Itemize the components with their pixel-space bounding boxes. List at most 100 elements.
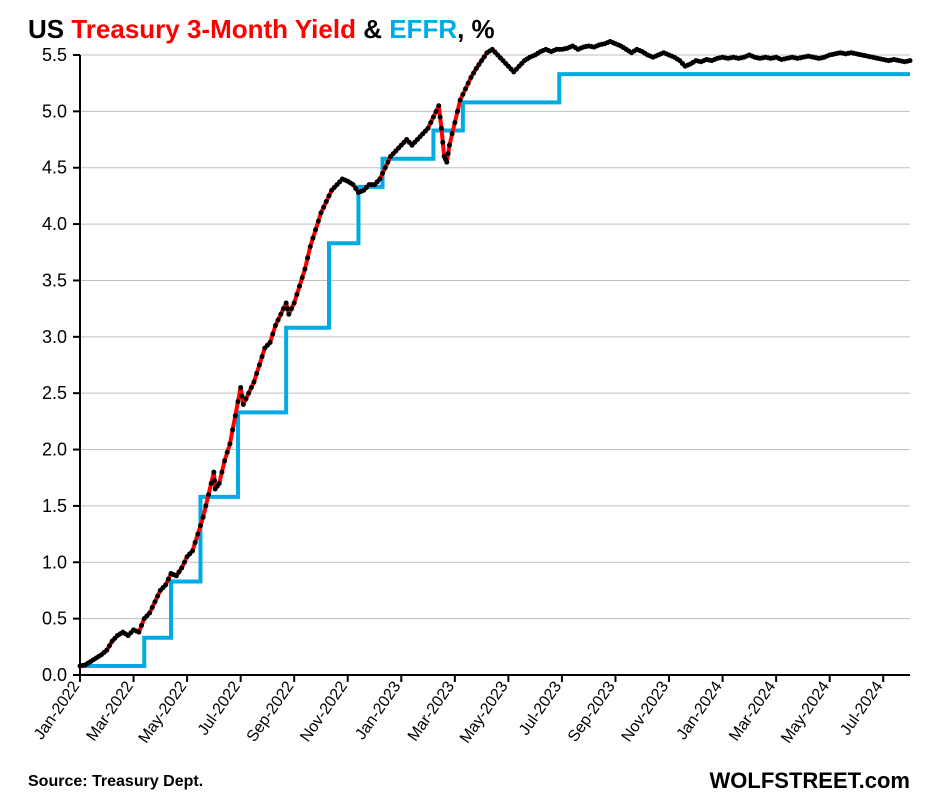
data-marker <box>294 292 299 297</box>
data-marker <box>179 565 184 570</box>
data-marker <box>385 160 390 165</box>
data-marker <box>289 306 294 311</box>
data-marker <box>446 151 451 156</box>
data-marker <box>182 560 187 565</box>
data-marker <box>310 236 315 241</box>
data-marker <box>313 227 318 232</box>
y-tick-label: 1.0 <box>42 552 67 572</box>
data-marker <box>908 58 913 63</box>
data-marker <box>324 199 329 204</box>
data-marker <box>455 109 460 114</box>
data-marker <box>152 599 157 604</box>
y-tick-label: 4.5 <box>42 158 67 178</box>
data-marker <box>302 267 307 272</box>
data-marker <box>206 492 211 497</box>
y-tick-label: 3.5 <box>42 270 67 290</box>
data-marker <box>300 275 305 280</box>
source-label: Source: Treasury Dept. <box>28 773 203 790</box>
data-marker <box>238 385 243 390</box>
data-marker <box>460 92 465 97</box>
data-marker <box>436 103 441 108</box>
data-marker <box>201 515 206 520</box>
data-marker <box>225 450 230 455</box>
line-chart: 0.00.51.01.52.02.53.03.54.04.55.05.5Jan-… <box>0 0 941 796</box>
data-marker <box>276 317 281 322</box>
data-marker <box>107 643 112 648</box>
data-marker <box>155 594 160 599</box>
data-marker <box>308 244 313 249</box>
data-marker <box>222 458 227 463</box>
data-marker <box>438 115 443 120</box>
data-marker <box>235 399 240 404</box>
data-marker <box>321 205 326 210</box>
data-marker <box>211 470 216 475</box>
data-marker <box>468 75 473 80</box>
y-tick-label: 2.5 <box>42 383 67 403</box>
data-marker <box>439 126 444 131</box>
data-marker <box>434 109 439 114</box>
y-tick-label: 3.0 <box>42 327 67 347</box>
data-marker <box>316 219 321 224</box>
data-marker <box>292 301 297 306</box>
y-tick-label: 4.0 <box>42 214 67 234</box>
chart-container: 0.00.51.01.52.02.53.03.54.04.55.05.5Jan-… <box>0 0 941 796</box>
data-marker <box>219 470 224 475</box>
chart-background <box>0 0 941 796</box>
data-marker <box>450 131 455 136</box>
data-marker <box>270 332 275 337</box>
data-marker <box>327 193 332 198</box>
data-marker <box>163 582 168 587</box>
data-marker <box>212 478 217 483</box>
y-tick-label: 2.0 <box>42 440 67 460</box>
data-marker <box>318 210 323 215</box>
data-marker <box>440 140 445 145</box>
data-marker <box>431 115 436 120</box>
data-marker <box>227 441 232 446</box>
data-marker <box>305 255 310 260</box>
data-marker <box>203 503 208 508</box>
data-marker <box>426 126 431 131</box>
data-marker <box>252 379 257 384</box>
y-tick-label: 1.5 <box>42 496 67 516</box>
data-marker <box>458 98 463 103</box>
data-marker <box>377 177 382 182</box>
data-marker <box>166 577 171 582</box>
data-marker <box>380 171 385 176</box>
data-marker <box>383 165 388 170</box>
chart-title: US Treasury 3-Month Yield & EFFR, % <box>28 14 495 44</box>
data-marker <box>239 394 244 399</box>
data-marker <box>104 648 109 653</box>
data-marker <box>444 160 449 165</box>
data-marker <box>428 120 433 125</box>
data-marker <box>244 396 249 401</box>
y-tick-label: 5.5 <box>42 45 67 65</box>
data-marker <box>193 540 198 545</box>
data-marker <box>254 371 259 376</box>
data-marker <box>136 630 141 635</box>
data-marker <box>466 81 471 86</box>
data-marker <box>286 312 291 317</box>
data-marker <box>139 623 144 628</box>
data-marker <box>471 71 476 76</box>
data-marker <box>190 549 195 554</box>
data-marker <box>273 323 278 328</box>
data-marker <box>260 354 265 359</box>
data-marker <box>278 312 283 317</box>
data-marker <box>297 284 302 289</box>
data-marker <box>195 532 200 537</box>
data-marker <box>246 391 251 396</box>
y-tick-label: 5.0 <box>42 101 67 121</box>
y-tick-label: 0.0 <box>42 665 67 685</box>
data-marker <box>241 402 246 407</box>
data-marker <box>284 301 289 306</box>
data-marker <box>198 523 203 528</box>
data-marker <box>447 143 452 148</box>
data-marker <box>230 427 235 432</box>
data-marker <box>233 413 238 418</box>
data-marker <box>249 385 254 390</box>
data-marker <box>217 481 222 486</box>
data-marker <box>268 340 273 345</box>
data-marker <box>452 120 457 125</box>
data-marker <box>147 611 152 616</box>
y-tick-label: 0.5 <box>42 609 67 629</box>
